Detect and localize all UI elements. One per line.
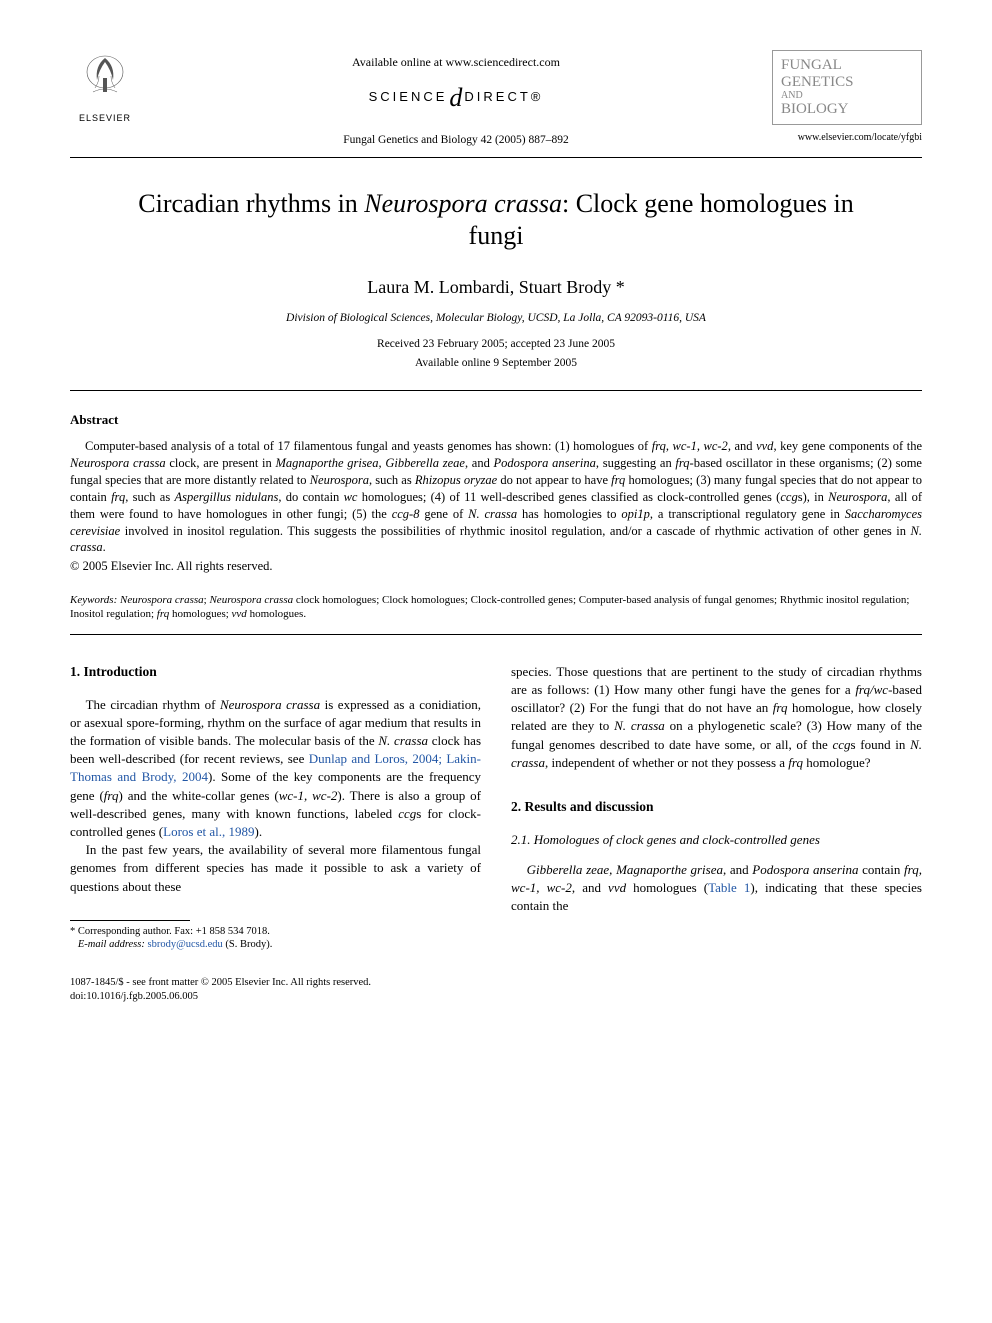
keywords-body: Neurospora crassa; Neurospora crassa clo… [70,594,909,620]
keywords: Keywords: Neurospora crassa; Neurospora … [70,593,922,622]
header-rule [70,157,922,158]
intro-para-1: The circadian rhythm of Neurospora crass… [70,696,481,842]
elsevier-tree-icon [75,50,135,110]
journal-logo-box: FUNGAL GENETICS AND BIOLOGY [772,50,922,125]
keywords-label: Keywords: [70,594,117,606]
abstract-copyright: © 2005 Elsevier Inc. All rights reserved… [70,558,922,575]
journal-logo-and: AND [781,90,913,101]
article-title: Circadian rhythms in Neurospora crassa: … [110,188,882,253]
title-rule [70,390,922,391]
footnote-email-link[interactable]: sbrody@ucsd.edu [147,939,222,950]
footnote-email-line: E-mail address: sbrody@ucsd.edu (S. Brod… [70,938,481,952]
front-matter-line: 1087-1845/$ - see front matter © 2005 El… [70,976,922,990]
affiliation: Division of Biological Sciences, Molecul… [70,311,922,327]
footnote-corr: * Corresponding author. Fax: +1 858 534 … [70,925,481,939]
journal-reference: Fungal Genetics and Biology 42 (2005) 88… [140,133,772,149]
locate-url: www.elsevier.com/locate/yfgbi [772,131,922,145]
body-columns: 1. Introduction The circadian rhythm of … [70,663,922,952]
abstract-body: Computer-based analysis of a total of 17… [70,438,922,556]
intro-para-3: species. Those questions that are pertin… [511,663,922,772]
elsevier-wordmark: ELSEVIER [70,112,140,124]
doi-line: doi:10.1016/j.fgb.2005.06.005 [70,990,922,1004]
title-species: Neurospora crassa [364,189,562,218]
intro-para-2: In the past few years, the availability … [70,841,481,896]
header-center: Available online at www.sciencedirect.co… [140,50,772,149]
section-1-heading: 1. Introduction [70,663,481,682]
received-date: Received 23 February 2005; accepted 23 J… [70,337,922,353]
journal-logo-block: FUNGAL GENETICS AND BIOLOGY www.elsevier… [772,50,922,144]
footnote-email-label: E-mail address: [78,939,145,950]
sciencedirect-right: DIRECT® [464,89,543,104]
abstract-section: Abstract Computer-based analysis of a to… [70,411,922,576]
journal-logo-line2: BIOLOGY [781,101,913,118]
sciencedirect-logo: SCIENCEdDIRECT® [140,80,772,115]
sciencedirect-left: SCIENCE [369,89,448,104]
subsection-2-1-heading: 2.1. Homologues of clock genes and clock… [511,831,922,849]
journal-logo-line1: FUNGAL GENETICS [781,57,913,90]
keywords-rule [70,634,922,635]
authors: Laura M. Lombardi, Stuart Brody * [70,275,922,299]
abstract-heading: Abstract [70,411,922,429]
column-right: species. Those questions that are pertin… [511,663,922,952]
corresponding-author-footnote: * Corresponding author. Fax: +1 858 534 … [70,925,481,952]
online-date: Available online 9 September 2005 [70,356,922,372]
column-left: 1. Introduction The circadian rhythm of … [70,663,481,952]
title-pre: Circadian rhythms in [138,189,364,218]
available-online-text: Available online at www.sciencedirect.co… [140,54,772,70]
footnote-email-who: (S. Brody). [225,939,272,950]
page-header: ELSEVIER Available online at www.science… [70,50,922,149]
footnote-rule [70,920,190,921]
elsevier-logo: ELSEVIER [70,50,140,124]
section-2-heading: 2. Results and discussion [511,798,922,817]
sciencedirect-at-icon: d [449,83,462,112]
results-para-1: Gibberella zeae, Magnaporthe grisea, and… [511,861,922,916]
